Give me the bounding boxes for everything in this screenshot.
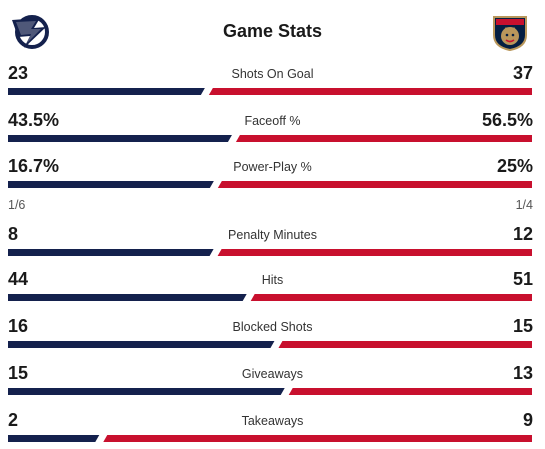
stat-label: Penalty Minutes xyxy=(228,228,317,242)
stat-label: Shots On Goal xyxy=(231,67,314,81)
comparison-bar xyxy=(8,181,532,188)
away-value: 9 xyxy=(522,410,533,430)
page-title: Game Stats xyxy=(222,21,323,41)
home-value: 15 xyxy=(8,363,29,383)
stat-label: Power-Play % xyxy=(233,160,312,174)
away-value: 15 xyxy=(512,316,533,336)
home-bar xyxy=(8,435,100,442)
away-bar xyxy=(103,435,532,442)
stat-row-shots-on-goal: 23 Shots On Goal 37 xyxy=(0,62,545,102)
home-bar xyxy=(8,88,205,95)
home-value: 16 xyxy=(8,316,29,336)
away-value: 12 xyxy=(512,224,533,244)
away-value: 25% xyxy=(496,156,533,176)
stat-label: Takeaways xyxy=(241,414,304,428)
home-value: 44 xyxy=(8,269,29,289)
away-bar xyxy=(235,135,532,142)
stat-label: Blocked Shots xyxy=(232,320,313,334)
stat-row-hits: 44 Hits 51 xyxy=(0,268,545,308)
home-sub-value: 1/6 xyxy=(8,198,26,212)
comparison-bar xyxy=(8,135,532,142)
stat-label: Faceoff % xyxy=(244,114,301,128)
away-bar xyxy=(278,341,532,348)
comparison-bar xyxy=(8,249,532,256)
away-bar xyxy=(217,181,532,188)
home-value: 43.5% xyxy=(8,110,60,130)
away-sub-value: 1/4 xyxy=(515,198,533,212)
stat-row-penalty-minutes: 8 Penalty Minutes 12 xyxy=(0,223,545,263)
home-bar xyxy=(8,294,247,301)
game-stats-header: Game Stats xyxy=(0,0,545,62)
stat-label: Hits xyxy=(261,273,284,287)
away-bar xyxy=(217,249,532,256)
comparison-bar xyxy=(8,88,532,95)
home-bar xyxy=(8,135,232,142)
stat-row-takeaways: 2 Takeaways 9 xyxy=(0,409,545,449)
away-bar xyxy=(208,88,532,95)
stat-row-blocked-shots: 16 Blocked Shots 15 xyxy=(0,315,545,355)
away-value: 13 xyxy=(512,363,533,383)
away-bar xyxy=(288,388,532,395)
home-bar xyxy=(8,341,275,348)
lightning-logo-icon xyxy=(12,15,49,49)
home-bar xyxy=(8,388,285,395)
stat-row-power-play: 16.7% Power-Play % 25% 1/6 1/4 xyxy=(0,155,545,212)
home-value: 23 xyxy=(8,63,29,83)
home-bar xyxy=(8,181,214,188)
home-value: 8 xyxy=(8,224,19,244)
comparison-bar xyxy=(8,435,532,442)
away-value: 51 xyxy=(512,269,533,289)
stat-label: Giveaways xyxy=(241,367,304,381)
comparison-bar xyxy=(8,388,532,395)
home-value: 16.7% xyxy=(8,156,60,176)
away-bar xyxy=(250,294,532,301)
home-value: 2 xyxy=(8,410,19,430)
stat-row-giveaways: 15 Giveaways 13 xyxy=(0,362,545,402)
away-value: 37 xyxy=(512,63,533,83)
home-bar xyxy=(8,249,214,256)
stat-row-faceoff: 43.5% Faceoff % 56.5% xyxy=(0,109,545,149)
away-value: 56.5% xyxy=(481,110,533,130)
comparison-bar xyxy=(8,341,532,348)
panthers-logo-icon xyxy=(493,16,527,51)
comparison-bar xyxy=(8,294,532,301)
